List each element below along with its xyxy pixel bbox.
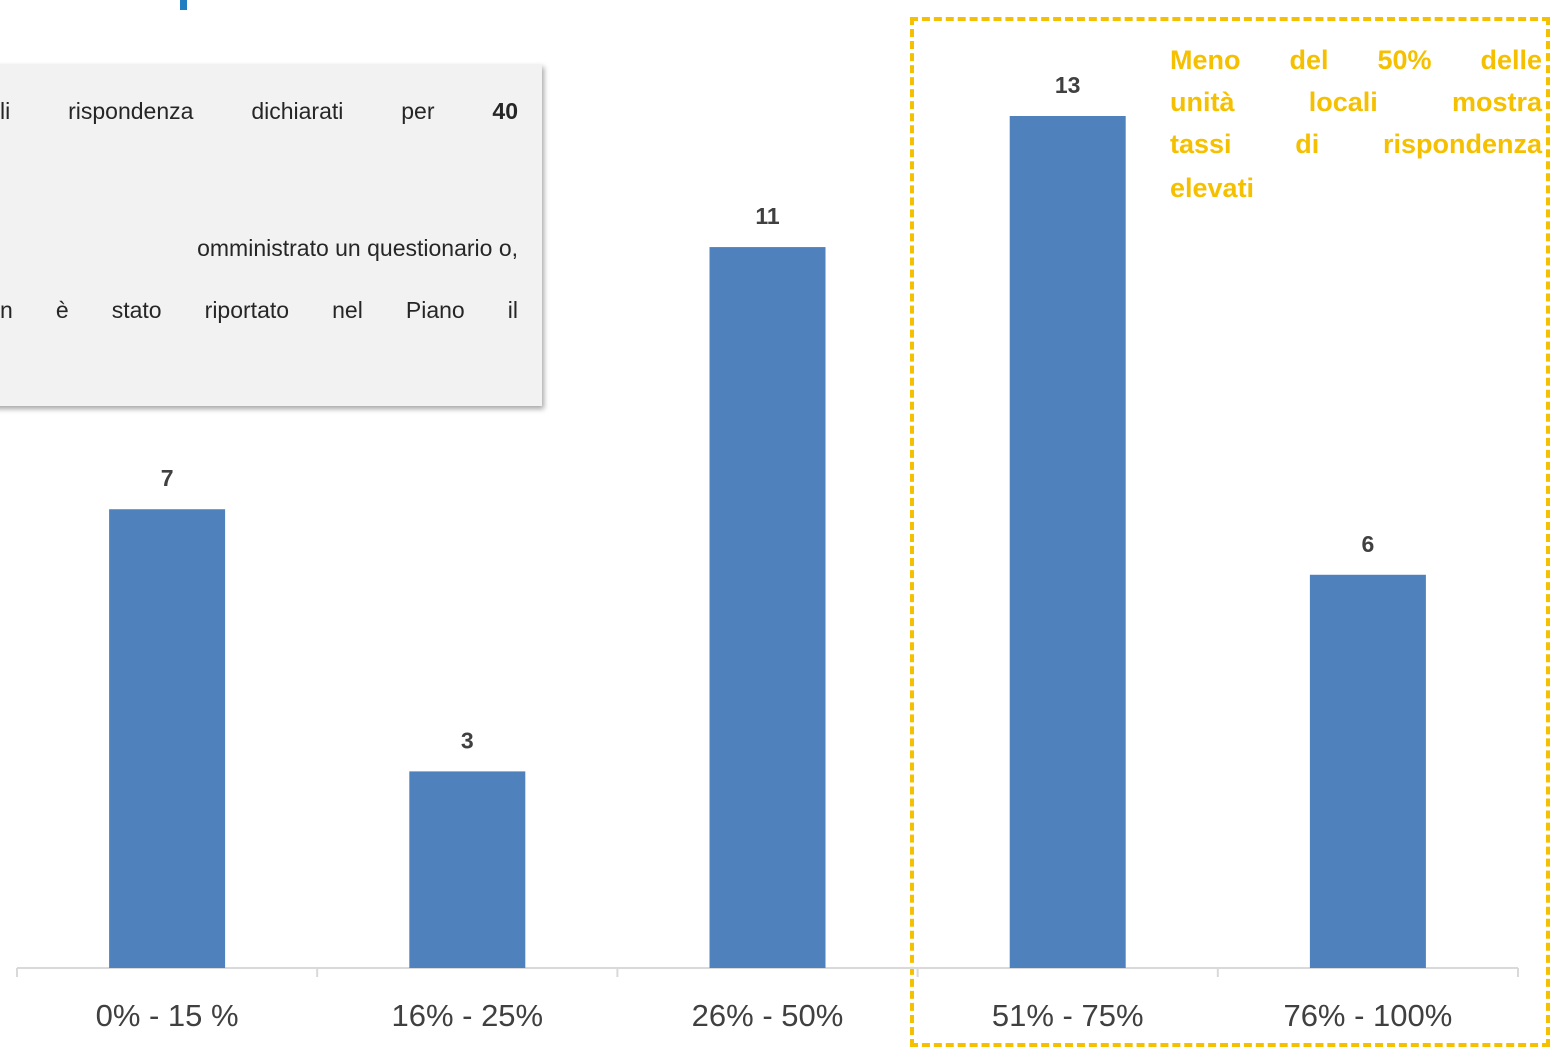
x-tick-label: 16% - 25%	[391, 998, 543, 1033]
title-accent-bar	[180, 0, 187, 10]
note-line-2: omministrato un questionario o,	[197, 235, 518, 261]
bar	[1009, 116, 1126, 968]
callout-line-4: elevati	[1170, 173, 1255, 203]
bar	[109, 509, 226, 968]
callout-line-3: tassi di rispondenza	[1170, 129, 1542, 159]
x-tick-label: 76% - 100%	[1283, 998, 1452, 1033]
bar-value-label: 6	[1362, 531, 1375, 557]
highlight-dashed-box	[910, 17, 1550, 1047]
bar-value-label: 13	[1055, 72, 1081, 98]
note-box	[0, 64, 542, 406]
bar-value-label: 7	[161, 465, 174, 491]
bar	[709, 247, 826, 969]
x-tick-label: 0% - 15 %	[96, 998, 239, 1033]
bar-value-label: 11	[755, 203, 780, 229]
bar	[409, 771, 526, 968]
bar-value-label: 3	[461, 727, 474, 753]
callout-line-2: unità locali mostra	[1170, 87, 1542, 117]
note-line-1: li rispondenza dichiarati per 40	[0, 98, 518, 124]
x-tick-label: 26% - 50%	[692, 998, 844, 1033]
note-line-3: n è stato riportato nel Piano il	[0, 297, 518, 323]
callout-line-1: Meno del 50% delle	[1170, 45, 1542, 75]
note-count: 40	[492, 98, 518, 124]
x-tick-label: 51% - 75%	[992, 998, 1144, 1033]
bar	[1309, 574, 1426, 968]
